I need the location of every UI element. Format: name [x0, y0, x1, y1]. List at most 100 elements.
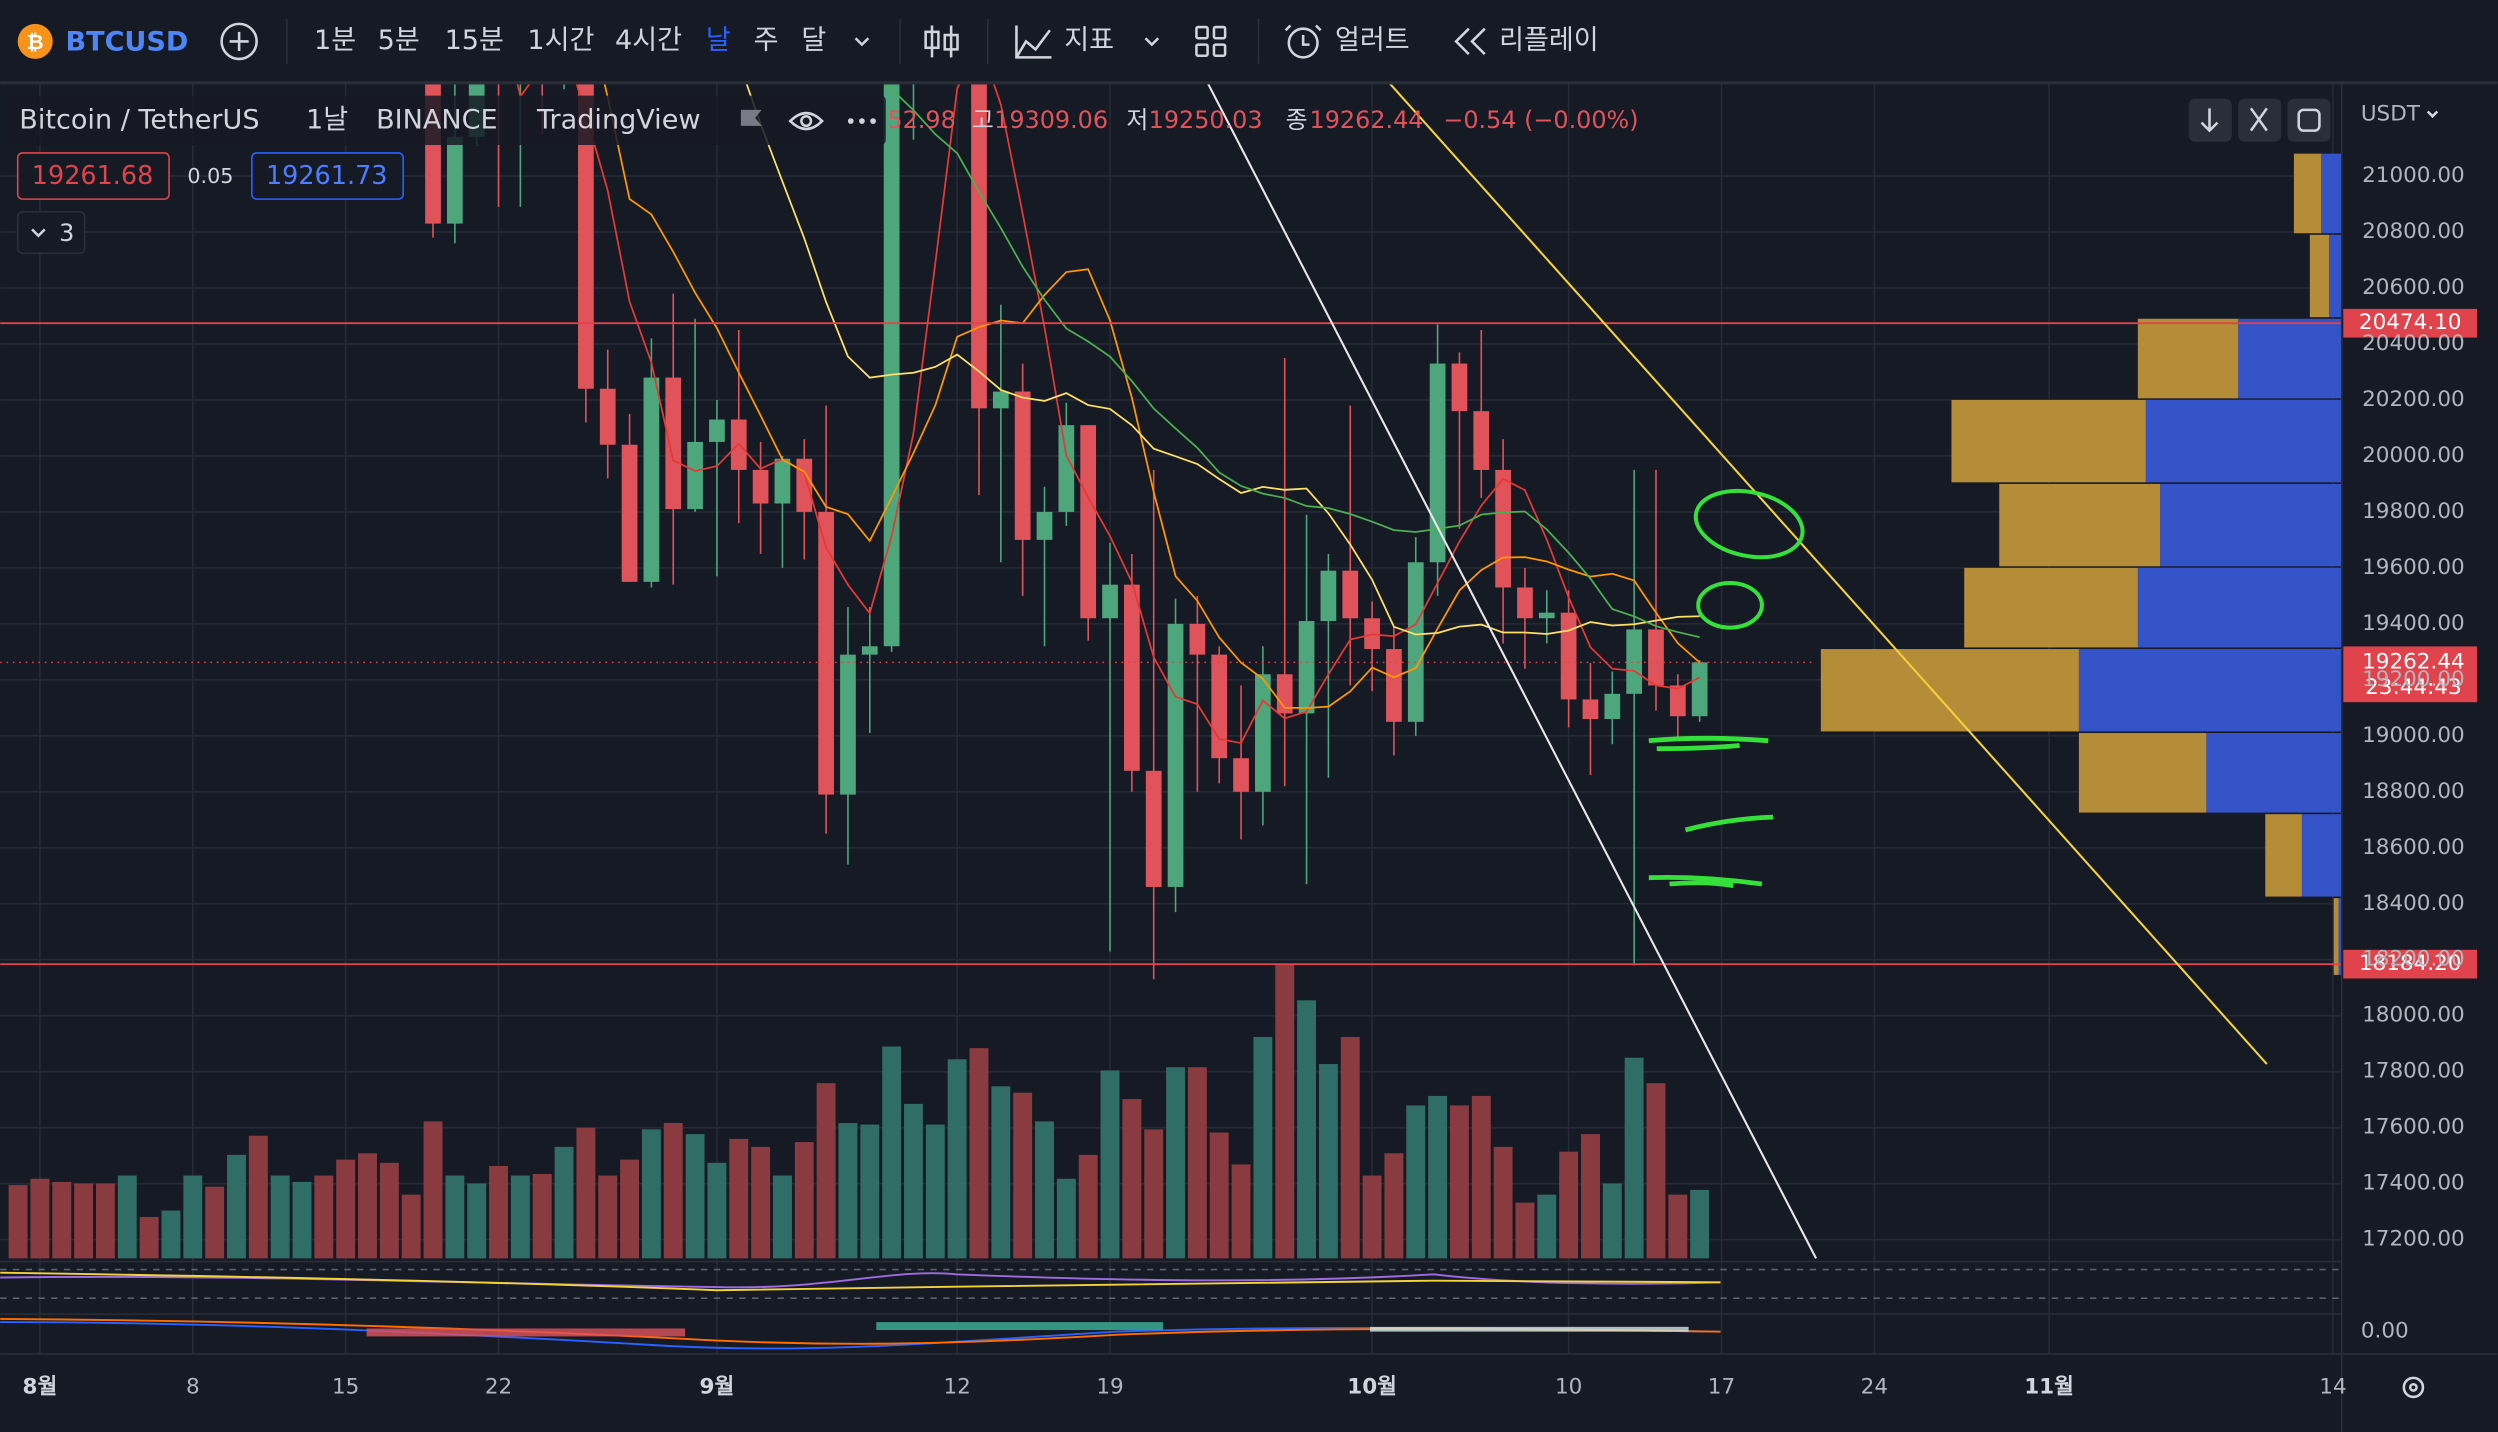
candle-body: [992, 391, 1009, 409]
moving-average: [886, 84, 1700, 639]
toolbar: ₿ BTCUSD 지표 얼러트 리플레이 1분 5분 15분 1시간 4시간 날 주 달: [0, 0, 2498, 85]
x-tick-label: 14: [2319, 1374, 2346, 1399]
last-price-bg: [2343, 646, 2478, 703]
interval-button[interactable]: 4시간: [615, 25, 682, 56]
profile-down: [2265, 814, 2302, 897]
compare-button[interactable]: [220, 22, 258, 61]
candle-body: [1342, 570, 1359, 619]
x-tick-label: 19: [1096, 1374, 1123, 1399]
alerts-button[interactable]: 얼러트: [1335, 25, 1410, 56]
volume-bar: [1559, 1151, 1579, 1259]
currency-chevron: [2426, 110, 2439, 119]
macd-histogram: [366, 1328, 686, 1337]
y-tick-label: 17800.00: [2362, 1059, 2465, 1084]
volume-bar: [358, 1153, 377, 1259]
buy-box[interactable]: [251, 152, 404, 200]
symbol-name[interactable]: Bitcoin / TetherUS: [19, 105, 259, 136]
replay-icon: [1454, 27, 1486, 56]
volume-bar: [772, 1175, 792, 1259]
candle-body: [1429, 363, 1446, 563]
volume-bar: [205, 1186, 225, 1259]
eye-icon[interactable]: [788, 111, 824, 131]
volume-bar: [1013, 1092, 1033, 1259]
plus: [229, 31, 249, 51]
ask-price: 19261.73: [266, 161, 388, 191]
x-tick-label: 10: [1555, 1374, 1582, 1399]
indicator-toggle[interactable]: [16, 211, 86, 255]
volume-bar: [489, 1165, 508, 1259]
volume-bar: [248, 1135, 268, 1259]
button[interactable]: [2287, 98, 2331, 142]
candle-body: [665, 377, 682, 510]
volume-bar: [532, 1173, 552, 1259]
sell-box[interactable]: [16, 152, 170, 200]
candle-body: [1473, 411, 1490, 470]
volume-bar: [947, 1059, 967, 1259]
layout-button[interactable]: [1195, 25, 1227, 58]
interval-button[interactable]: 주: [754, 25, 779, 56]
candle-body: [883, 84, 900, 647]
volume-bar: [641, 1129, 661, 1259]
settings-icon[interactable]: [2402, 1376, 2425, 1399]
volume-bar: [1668, 1194, 1688, 1259]
toolbar-background: [0, 0, 2498, 83]
x-tick-label: 24: [1861, 1374, 1888, 1399]
y-tick-label: 18000.00: [2362, 1003, 2465, 1028]
interval-button[interactable]: 5분: [378, 25, 420, 56]
x-tick-label: 11월: [2024, 1374, 2074, 1399]
y-tick-label: 18200.00: [2362, 947, 2465, 972]
candle-body: [1255, 674, 1271, 792]
volume-bar: [707, 1162, 727, 1259]
y-tick-label: 20400.00: [2362, 331, 2465, 356]
volume-bar: [991, 1086, 1011, 1259]
volume-bar: [1362, 1175, 1382, 1259]
volume-bar: [1493, 1146, 1513, 1259]
candle-body: [1036, 511, 1053, 540]
volume-bar: [838, 1122, 858, 1259]
volume-bar: [161, 1210, 181, 1259]
chart-type-button[interactable]: [924, 25, 959, 58]
candle-body: [1058, 425, 1075, 512]
candle-body: [861, 646, 878, 655]
volume-bar: [882, 1046, 902, 1259]
candle-body: [752, 469, 769, 504]
chevron[interactable]: [1144, 37, 1160, 47]
candle-body: [1298, 621, 1315, 714]
legend: Bitcoin / TetherUS 1날 BINANCE TradingVie…: [6, 95, 1639, 255]
volume-bar: [445, 1175, 465, 1259]
currency-label[interactable]: USDT: [2361, 102, 2421, 127]
candle-body: [1560, 612, 1577, 700]
interval-chevron[interactable]: [854, 37, 870, 47]
high-value: 19309.06: [994, 106, 1108, 134]
x-tick-label: 17: [1708, 1374, 1735, 1399]
volume-bar: [74, 1183, 94, 1259]
y-tick-label: 17600.00: [2362, 1115, 2465, 1140]
volume-bar: [1449, 1105, 1469, 1259]
interval-button[interactable]: 달: [801, 25, 826, 56]
y-tick-label: 17400.00: [2362, 1171, 2465, 1196]
candle-body: [709, 419, 725, 442]
volume-bar: [1187, 1067, 1207, 1259]
interval-button[interactable]: 1시간: [527, 25, 594, 56]
trend-line: [1207, 84, 1817, 1259]
profile-up: [2301, 814, 2342, 897]
replay-button[interactable]: 리플레이: [1499, 25, 1599, 56]
interval-button[interactable]: 15분: [445, 25, 504, 56]
flag-icon[interactable]: [740, 109, 762, 126]
macd-histogram: [1370, 1326, 1689, 1332]
indicators-button[interactable]: 지표: [1064, 25, 1114, 56]
interval-button[interactable]: 날: [706, 25, 731, 56]
more-icon[interactable]: [847, 118, 876, 124]
volume-bar: [1646, 1083, 1666, 1259]
volume-bar: [1100, 1070, 1120, 1259]
interval-button[interactable]: 1분: [314, 25, 356, 56]
interval: 1날: [306, 105, 348, 136]
candle-body: [643, 377, 660, 582]
y-tick-label: 20800.00: [2362, 219, 2465, 244]
volume-bar: [314, 1175, 334, 1259]
volume-bar: [816, 1083, 836, 1259]
symbol[interactable]: BTCUSD: [65, 27, 188, 58]
candle-body: [1080, 425, 1097, 619]
volume-bar: [1144, 1129, 1164, 1259]
